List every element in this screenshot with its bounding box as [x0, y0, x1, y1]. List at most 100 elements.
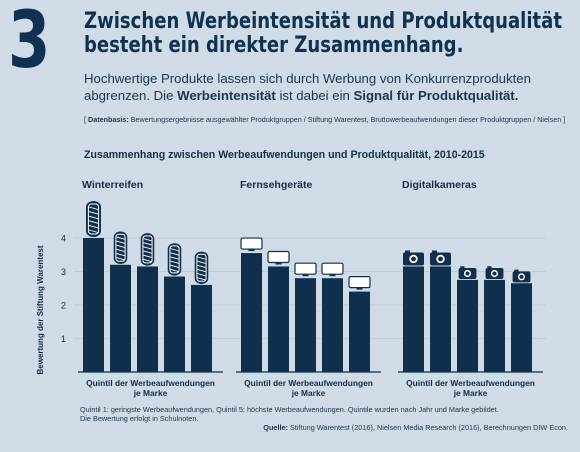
tire-tread-line — [197, 268, 206, 273]
x-axis-label: Quintil der Werbeaufwendungen — [86, 378, 215, 388]
data-source-label: Datenbasis: — [88, 115, 129, 124]
footnote-line-1: Quintil 1: geringste Werbeaufwendungen, … — [80, 405, 499, 414]
tire-tread — [196, 253, 207, 282]
panel-title: Winterreifen — [82, 179, 143, 191]
camera-lens-inner — [465, 271, 470, 276]
tire-tread-line — [197, 277, 206, 281]
x-axis-label: Quintil der Werbeaufwendungen — [406, 378, 535, 388]
tire-tread-line — [88, 211, 99, 215]
bar — [484, 279, 505, 372]
x-axis-label-2: je Marke — [453, 388, 488, 398]
headline: Zwischen Werbeintensität und Produktqual… — [84, 9, 562, 58]
tire-tread-line — [116, 236, 125, 240]
bar — [457, 279, 478, 372]
tv-stand — [275, 262, 282, 265]
tire-tread-line — [116, 240, 125, 244]
camera-shutter — [487, 266, 492, 269]
tv-icon — [240, 237, 263, 250]
panel-title: Digitalkameras — [402, 179, 477, 191]
subtitle-text-2: ist dabei ein — [275, 88, 354, 103]
footnote-line-2: Die Bewertung erfolgt in Schulnoten. — [80, 414, 199, 423]
tire-tread-line — [143, 238, 152, 242]
tire-tread-line — [170, 256, 179, 260]
camera-lens-inner — [411, 256, 416, 262]
panel-title: Fernsehgeräte — [240, 179, 313, 191]
source-text: Stiftung Warentest (2016), Nielsen Media… — [288, 423, 568, 432]
bar — [295, 278, 316, 372]
camera-shutter — [460, 266, 465, 269]
tire-tread-line — [88, 206, 99, 210]
bar — [137, 266, 158, 372]
data-source-text: Bewertungsergebnisse ausgewählter Produk… — [128, 115, 566, 124]
tv-icon — [267, 250, 290, 264]
bar — [322, 278, 343, 372]
tire-tread-line — [170, 264, 179, 268]
headline-line-2: besteht ein direkter Zusammenhang. — [84, 33, 464, 58]
camera-lens-inner — [492, 271, 497, 276]
tire-tread — [142, 235, 153, 264]
tire-tread-line — [197, 273, 206, 277]
y-tick-label: 3 — [61, 267, 66, 277]
headline-line-1: Zwischen Werbeintensität und Produktqual… — [84, 9, 562, 34]
bar — [430, 266, 451, 372]
y-tick-label: 4 — [61, 234, 66, 244]
tire-tread-line — [143, 250, 152, 254]
footnote: Quintil 1: geringste Werbeaufwendungen, … — [80, 405, 560, 423]
y-tick-label: 1 — [61, 334, 66, 344]
bar — [268, 266, 289, 372]
tire-tread-line — [170, 260, 179, 264]
bar — [83, 238, 104, 372]
tire-tread-line — [170, 248, 179, 252]
camera-shutter — [432, 250, 437, 254]
tire-tread-line — [116, 244, 125, 248]
bar — [241, 253, 262, 372]
chart-title: Zusammenhang zwischen Werbeaufwendungen … — [84, 149, 485, 161]
tire-tread-line — [143, 254, 152, 258]
tire-tread-line — [116, 257, 125, 261]
subtitle-text-1: Hochwertige Produkte lassen sich durch W… — [84, 71, 531, 103]
data-source-bracket: [ — [84, 115, 88, 124]
tire-tread-line — [170, 252, 179, 256]
tire-tread-line — [170, 268, 179, 273]
tv-stand — [329, 274, 336, 277]
tire-tread-line — [116, 253, 125, 257]
camera-shutter — [514, 269, 519, 273]
camera-lens-inner — [438, 256, 443, 262]
bar — [191, 284, 212, 372]
tire-tread-line — [197, 264, 206, 268]
source-label: Quelle: — [263, 423, 288, 432]
tire-tread-line — [143, 246, 152, 250]
camera-lens-inner — [519, 274, 524, 279]
x-axis-label-2: je Marke — [133, 388, 168, 398]
tire-tread — [115, 233, 126, 262]
tire-tread-line — [197, 256, 206, 260]
tire-tread-line — [88, 215, 99, 220]
tire-tread-line — [197, 260, 206, 264]
y-axis-label: Bewertung der Stiftung Warentest — [36, 245, 45, 374]
bar — [403, 266, 424, 372]
tv-icon — [348, 276, 371, 289]
tire-tread-line — [88, 229, 99, 233]
tv-stand — [302, 274, 309, 277]
bar — [349, 291, 370, 372]
subtitle-bold-2: Signal für Produktqualität. — [353, 88, 519, 103]
subtitle: Hochwertige Produkte lassen sich durch W… — [84, 70, 574, 104]
infographic-number: 3 — [8, 0, 51, 86]
tv-icon — [321, 262, 344, 275]
bar — [511, 283, 532, 372]
tv-stand — [248, 249, 255, 252]
x-axis-label: Quintil der Werbeaufwendungen — [244, 378, 373, 388]
tv-stand — [356, 287, 363, 290]
tire-tread-line — [88, 224, 99, 229]
source-note: Quelle: Stiftung Warentest (2016), Niels… — [263, 423, 568, 432]
tire-tread-line — [143, 242, 152, 246]
tv-icon — [294, 262, 317, 275]
data-source-note: [ Datenbasis: Bewertungsergebnisse ausge… — [84, 115, 574, 124]
y-tick-label: 2 — [61, 301, 66, 311]
subtitle-bold-1: Werbeintensität — [177, 88, 276, 103]
tire-tread-line — [116, 248, 125, 253]
tire-tread-line — [88, 220, 99, 224]
bar — [164, 276, 185, 372]
bar — [110, 264, 131, 372]
